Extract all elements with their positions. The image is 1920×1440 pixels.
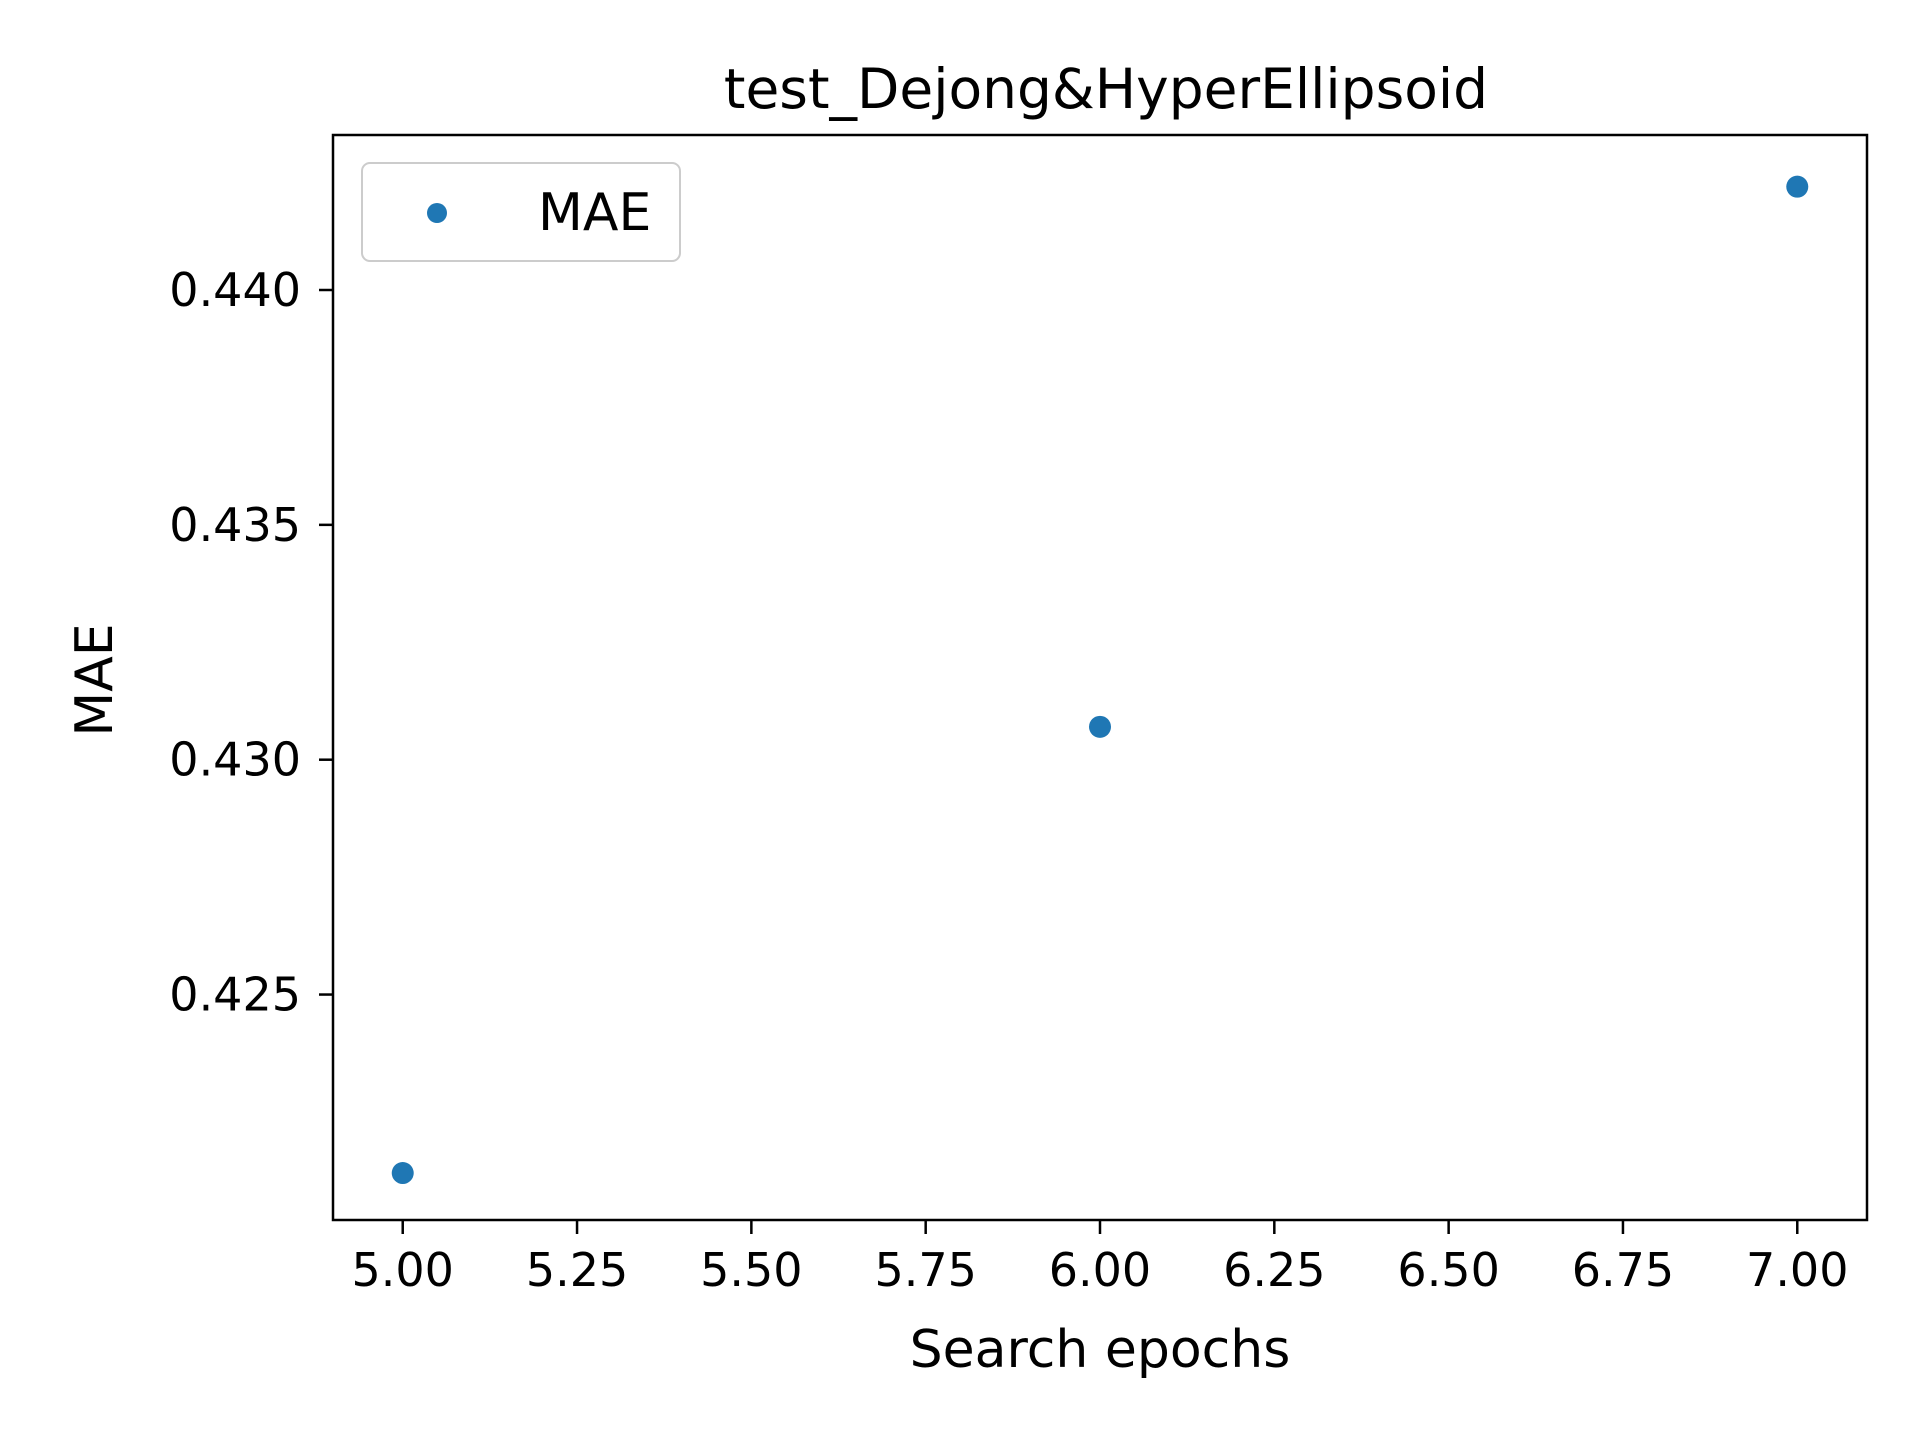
x-tick-label: 6.75	[1572, 1243, 1674, 1297]
chart-title: test_Dejong&HyperEllipsoid	[724, 57, 1488, 121]
plot-area-frame	[331, 133, 1869, 1222]
x-axis-ticks: 5.00 5.25 5.50 5.75 6.00 6.25 6.50 6.75 7.00	[352, 1220, 1848, 1297]
x-tick-label: 6.25	[1223, 1243, 1325, 1297]
legend-marker	[427, 203, 447, 223]
x-tick-label: 7.00	[1746, 1243, 1848, 1297]
y-axis-ticks: 0.425 0.430 0.435 0.440	[169, 263, 333, 1022]
scatter-point	[1089, 715, 1111, 738]
y-axis-label: MAE	[65, 623, 125, 736]
x-tick-label: 6.00	[1049, 1243, 1151, 1297]
x-tick-label: 5.25	[526, 1243, 628, 1297]
data-points	[391, 175, 1809, 1185]
x-tick-label: 5.00	[352, 1243, 454, 1297]
y-tick-label: 0.425	[169, 968, 301, 1022]
legend: MAE	[361, 162, 681, 262]
y-tick-label: 0.430	[169, 733, 301, 787]
x-tick-label: 5.75	[874, 1243, 976, 1297]
x-tick-label: 6.50	[1397, 1243, 1499, 1297]
y-tick-label: 0.435	[169, 498, 301, 552]
y-tick-label: 0.440	[169, 263, 301, 317]
scatter-point	[1786, 175, 1809, 198]
legend-label: MAE	[538, 183, 651, 243]
legend-box	[361, 162, 681, 262]
x-axis-label: Search epochs	[910, 1320, 1291, 1380]
x-tick-label: 5.50	[700, 1243, 802, 1297]
scatter-point	[391, 1162, 414, 1185]
